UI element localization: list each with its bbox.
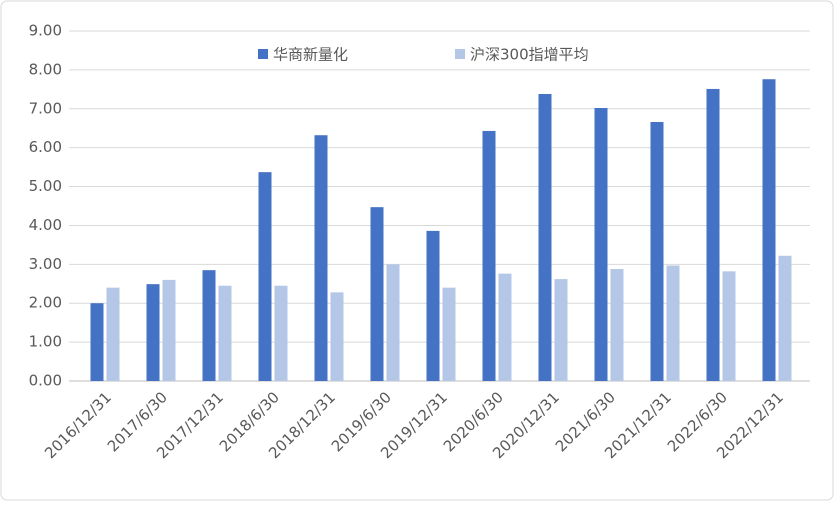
y-tick-label: 8.00 [29, 60, 62, 78]
y-tick-label: 5.00 [29, 177, 62, 195]
y-tick-label: 0.00 [29, 372, 62, 390]
bar [482, 130, 496, 381]
bar [386, 264, 400, 381]
bar [722, 271, 736, 381]
bar [426, 230, 440, 381]
legend-label: 沪深300指增平均 [470, 46, 589, 64]
bar [330, 292, 344, 381]
bar [90, 303, 104, 381]
bar [218, 285, 232, 381]
bar [370, 207, 384, 381]
bar [146, 284, 160, 381]
y-tick-label: 7.00 [29, 99, 62, 117]
bar [538, 94, 552, 381]
bar [274, 285, 288, 381]
bar [162, 279, 176, 381]
bar [258, 172, 272, 381]
legend-swatch [455, 49, 465, 59]
bar [762, 79, 776, 381]
y-tick-label: 4.00 [29, 216, 62, 234]
legend-swatch [258, 49, 268, 59]
bar [106, 287, 120, 381]
bar [650, 122, 664, 381]
bar [498, 273, 512, 381]
bar [610, 269, 624, 381]
bar [314, 135, 328, 381]
bar [666, 265, 680, 381]
bar [706, 88, 720, 381]
y-tick-label: 3.00 [29, 255, 62, 273]
bar [554, 279, 568, 381]
bar [594, 108, 608, 381]
y-tick-label: 2.00 [29, 294, 62, 312]
bar [778, 255, 792, 381]
y-tick-label: 9.00 [29, 22, 62, 40]
legend-label: 华商新量化 [273, 46, 348, 64]
y-tick-label: 1.00 [29, 333, 62, 351]
bar [442, 287, 456, 381]
y-tick-label: 6.00 [29, 138, 62, 156]
bar [202, 270, 216, 381]
